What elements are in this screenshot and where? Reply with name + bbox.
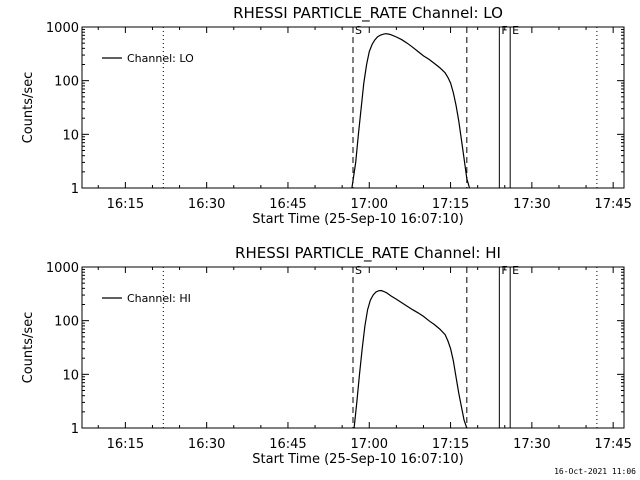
time-marker-label: F	[501, 264, 507, 277]
chart-title: RHESSI PARTICLE_RATE Channel: HI	[235, 244, 501, 263]
y-tick-label: 1	[71, 182, 79, 197]
chart-panel-2: RHESSI PARTICLE_RATE Channel: HI 1 10 100 10…	[21, 244, 632, 467]
y-tick-label: 100	[54, 315, 79, 330]
x-tick-label: 17:45	[594, 197, 631, 212]
x-tick-label: 17:15	[432, 437, 469, 452]
time-marker-label: S	[355, 24, 362, 37]
print-timestamp: 16-Oct-2021 11:06	[554, 467, 636, 476]
x-tick-label: 17:00	[351, 437, 388, 452]
x-axis-label: Start Time (25-Sep-10 16:07:10)	[252, 452, 463, 467]
y-tick-label: 10	[62, 128, 79, 143]
y-tick-label: 1000	[46, 21, 79, 36]
y-tick-label: 1000	[46, 261, 79, 276]
x-tick-label: 17:30	[513, 197, 550, 212]
chart-title: RHESSI PARTICLE_RATE Channel: LO	[233, 4, 503, 23]
time-marker-label: E	[512, 24, 519, 37]
x-tick-label: 17:45	[594, 437, 631, 452]
x-tick-label: 17:30	[513, 437, 550, 452]
time-marker-label: F	[501, 24, 507, 37]
x-tick-label: 17:00	[351, 197, 388, 212]
y-tick-label: 10	[62, 368, 79, 383]
y-tick-label: 1	[71, 422, 79, 437]
y-axis-label: Counts/sec	[21, 72, 36, 144]
y-axis-label: Counts/sec	[21, 312, 36, 384]
x-tick-label: 16:15	[107, 197, 144, 212]
series-line	[351, 33, 471, 189]
series-line	[353, 289, 468, 429]
x-tick-label: 16:15	[107, 437, 144, 452]
x-axis-label: Start Time (25-Sep-10 16:07:10)	[252, 212, 463, 227]
chart-panel-1: RHESSI PARTICLE_RATE Channel: LO 1 10 100 10…	[21, 4, 632, 227]
legend-label: Channel: HI	[127, 292, 191, 305]
y-tick-label: 100	[54, 75, 79, 90]
x-tick-label: 16:45	[269, 197, 306, 212]
time-marker-label: S	[355, 264, 362, 277]
x-tick-label: 17:15	[432, 197, 469, 212]
legend-label: Channel: LO	[127, 52, 194, 65]
time-marker-label: E	[512, 264, 519, 277]
x-tick-label: 16:30	[188, 197, 225, 212]
x-tick-label: 16:30	[188, 437, 225, 452]
x-tick-label: 16:45	[269, 437, 306, 452]
